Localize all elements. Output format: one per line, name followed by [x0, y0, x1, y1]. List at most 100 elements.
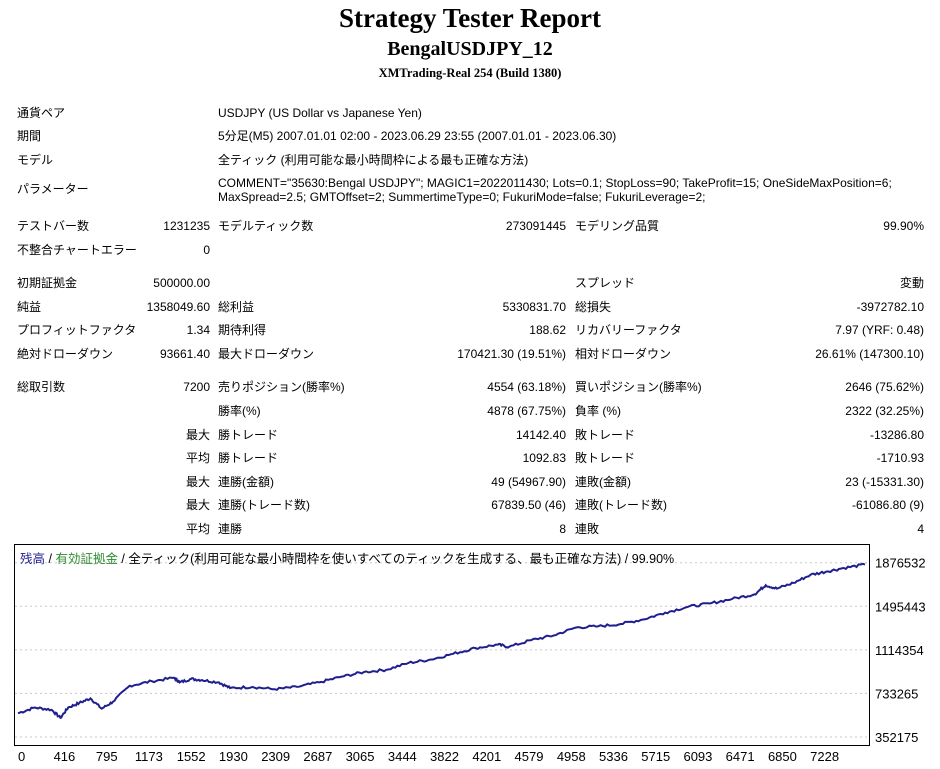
- y-tick-label: 352175: [875, 730, 918, 745]
- spread-value: 変動: [899, 276, 924, 290]
- model-label: モデル: [17, 153, 54, 167]
- consec-loss-count-label: 連敗(トレード数): [575, 498, 667, 512]
- x-tick-label: 1173: [135, 749, 163, 764]
- x-tick-label: 4579: [515, 749, 544, 764]
- avg-win-label: 勝トレード: [218, 451, 279, 465]
- rel-drawdown-label: 相対ドローダウン: [575, 347, 672, 361]
- quality-value: 99.90%: [883, 219, 924, 233]
- balance-chart: 残高 / 有効証拠金 / 全ティック(利用可能な最小時間枠を使いすべてのティック…: [14, 544, 934, 764]
- largest-win-label: 勝トレード: [218, 428, 279, 442]
- avg-consec-loss-label: 連敗: [575, 522, 600, 536]
- legend-sep-1: /: [45, 552, 55, 566]
- ea-name: BengalUSDJPY_12: [387, 38, 553, 60]
- avg-consec-win-label: 連勝: [218, 522, 243, 536]
- gross-profit-value: 5330831.70: [502, 300, 566, 314]
- x-tick-label: 3065: [346, 749, 375, 764]
- profit-factor-value: 1.34: [186, 323, 210, 337]
- x-tick-label: 1930: [219, 749, 248, 764]
- max-label: 最大: [185, 428, 210, 442]
- largest-loss-label: 敗トレード: [575, 428, 636, 442]
- short-positions-label: 売りポジション(勝率%): [218, 380, 345, 394]
- period-value: 5分足(M5) 2007.01.01 02:00 - 2023.06.29 23…: [218, 129, 617, 143]
- y-tick-label: 733265: [875, 686, 918, 701]
- avg-consec-loss-value: 4: [917, 522, 924, 536]
- mismatch-label: 不整合チャートエラー: [17, 243, 137, 257]
- avg-loss-label: 敗トレード: [575, 451, 636, 465]
- quality-label: モデリング品質: [575, 219, 660, 233]
- win-rate-label: 勝率(%): [218, 404, 261, 418]
- consec-win-count-label: 連勝(トレード数): [218, 498, 310, 512]
- consec-win-money-label: 連勝(金額): [218, 475, 274, 489]
- profit-factor-label: プロフィットファクタ: [17, 323, 137, 337]
- loss-rate-value: 2322 (32.25%): [845, 404, 924, 418]
- x-tick-label: 0: [18, 749, 25, 764]
- x-tick-label: 3822: [430, 749, 459, 764]
- x-tick-label: 1552: [177, 749, 206, 764]
- x-tick-label: 4201: [472, 749, 501, 764]
- legend-balance: 残高: [20, 551, 45, 566]
- ticks-value: 273091445: [505, 219, 566, 233]
- expected-payoff-value: 188.62: [529, 323, 566, 337]
- max-drawdown-label: 最大ドローダウン: [218, 347, 315, 361]
- avg-consec-win-value: 8: [559, 522, 566, 536]
- x-tick-label: 795: [96, 749, 118, 764]
- model-value: 全ティック (利用可能な最小時間枠による最も正確な方法): [218, 153, 529, 167]
- consec-loss-money-value: 23 (-15331.30): [845, 475, 924, 489]
- gross-profit-label: 総利益: [218, 300, 255, 314]
- x-axis-ticks: 0 416 795 1173 1552 1930 2309 2687 3065 3444 3822 4…: [18, 749, 839, 764]
- symbol-value: USDJPY (US Dollar vs Japanese Yen): [218, 106, 422, 120]
- x-tick-label: 416: [54, 749, 76, 764]
- legend-equity: 有効証拠金: [55, 551, 118, 566]
- x-tick-label: 2687: [303, 749, 332, 764]
- avg-label-2: 平均: [185, 522, 210, 536]
- deposit-value: 500000.00: [153, 276, 210, 290]
- x-tick-label: 6850: [768, 749, 797, 764]
- chart-legend: 残高 / 有効証拠金 / 全ティック(利用可能な最小時間枠を使いすべてのティック…: [20, 551, 674, 566]
- max-label-3: 最大: [185, 498, 210, 512]
- recovery-factor-label: リカバリーファクタ: [575, 323, 682, 337]
- spread-label: スプレッド: [575, 276, 636, 290]
- x-tick-label: 6471: [726, 749, 755, 764]
- plot-frame: [14, 544, 870, 746]
- legend-description: 全ティック(利用可能な最小時間枠を使いすべてのティックを生成する、最も正確な方法…: [128, 551, 674, 566]
- long-positions-label: 買いポジション(勝率%): [575, 380, 702, 394]
- params-line1: COMMENT="35630:Bengal USDJPY"; MAGIC1=20…: [218, 176, 892, 190]
- max-label-2: 最大: [185, 475, 210, 489]
- x-tick-label: 6093: [683, 749, 712, 764]
- params-line2: MaxSpread=2.5; GMTOffset=2; SummertimeTy…: [218, 190, 706, 204]
- long-positions-value: 2646 (75.62%): [845, 380, 924, 394]
- rel-drawdown-value: 26.61% (147300.10): [815, 347, 924, 361]
- server-info: XMTrading-Real 254 (Build 1380): [378, 66, 562, 80]
- largest-win-value: 14142.40: [515, 428, 566, 442]
- gross-loss-value: -3972782.10: [856, 300, 924, 314]
- balance-line: [17, 562, 866, 719]
- grid-lines: [15, 562, 869, 738]
- short-positions-value: 4554 (63.18%): [487, 380, 566, 394]
- consec-loss-money-label: 連敗(金額): [575, 475, 631, 489]
- consec-loss-count-value: -61086.80 (9): [851, 498, 924, 512]
- ticks-label: モデルティック数: [218, 219, 314, 233]
- recovery-factor-value: 7.97 (YRF: 0.48): [835, 323, 924, 337]
- net-profit-value: 1358049.60: [146, 300, 210, 314]
- x-tick-label: 5715: [641, 749, 670, 764]
- expected-payoff-label: 期待利得: [218, 323, 267, 337]
- deposit-label: 初期証拠金: [17, 276, 78, 290]
- y-tick-label: 1495443: [875, 599, 926, 614]
- x-tick-label: 5336: [599, 749, 628, 764]
- win-rate-value: 4878 (67.75%): [487, 404, 566, 418]
- x-tick-label: 3444: [388, 749, 417, 764]
- report-title: Strategy Tester Report: [339, 3, 601, 33]
- bars-label: テストバー数: [17, 219, 90, 233]
- y-axis-ticks: 1876532 1495443 1114354 733265 352175: [875, 556, 926, 745]
- net-profit-label: 純益: [17, 300, 42, 314]
- avg-label: 平均: [185, 451, 210, 465]
- avg-loss-value: -1710.93: [876, 451, 924, 465]
- balance-chart-svg: 残高 / 有効証拠金 / 全ティック(利用可能な最小時間枠を使いすべてのティック…: [14, 544, 926, 764]
- legend-sep-2: /: [118, 552, 128, 566]
- loss-rate-label: 負率 (%): [575, 404, 621, 418]
- total-trades-label: 総取引数: [17, 380, 66, 394]
- bars-value: 1231235: [163, 219, 210, 233]
- abs-drawdown-value: 93661.40: [159, 347, 210, 361]
- max-drawdown-value: 170421.30 (19.51%): [457, 347, 566, 361]
- x-tick-label: 4958: [557, 749, 586, 764]
